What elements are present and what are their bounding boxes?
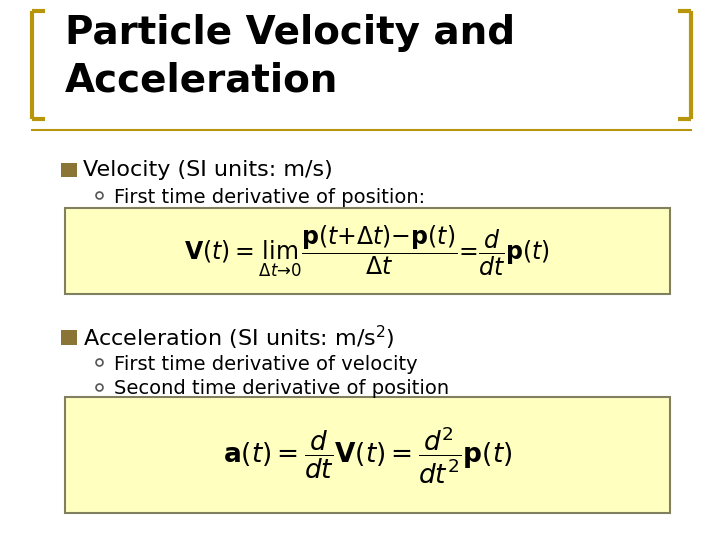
FancyBboxPatch shape: [65, 397, 670, 513]
Text: Velocity (SI units: m/s): Velocity (SI units: m/s): [83, 160, 333, 180]
Text: Particle Velocity and
Acceleration: Particle Velocity and Acceleration: [65, 14, 515, 99]
Text: Second time derivative of position: Second time derivative of position: [114, 379, 449, 399]
Text: First time derivative of velocity: First time derivative of velocity: [114, 355, 418, 374]
FancyBboxPatch shape: [65, 208, 670, 294]
Bar: [61, 163, 77, 177]
Bar: [61, 330, 77, 345]
Text: $\mathbf{V}(t) = \lim_{\Delta t \to 0} \dfrac{\mathbf{p}(t+\Delta t)-\mathbf{p}(: $\mathbf{V}(t) = \lim_{\Delta t \to 0} \…: [184, 224, 550, 279]
Text: $\mathbf{a}(t) = \dfrac{d}{dt}\mathbf{V}(t) = \dfrac{d^2}{dt^2}\mathbf{p}(t)$: $\mathbf{a}(t) = \dfrac{d}{dt}\mathbf{V}…: [222, 424, 512, 485]
Text: First time derivative of position:: First time derivative of position:: [114, 187, 425, 207]
Text: Acceleration (SI units: m/s$^2$): Acceleration (SI units: m/s$^2$): [83, 323, 395, 352]
